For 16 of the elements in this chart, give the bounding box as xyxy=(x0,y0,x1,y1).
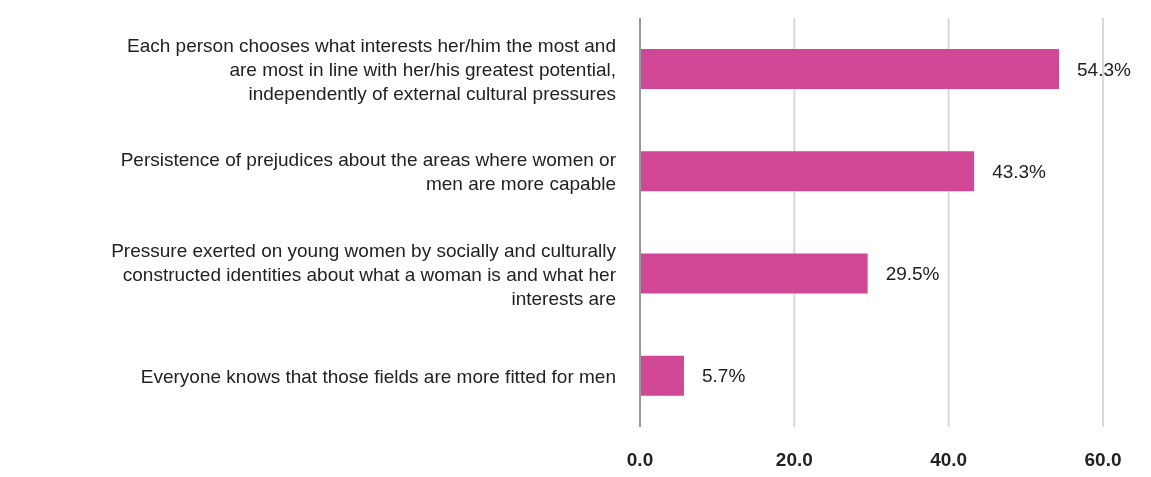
bar xyxy=(640,355,684,396)
x-tick-label: 0.0 xyxy=(626,449,654,471)
x-tick-label: 20.0 xyxy=(775,449,813,471)
bar xyxy=(640,151,975,192)
y-tick-label: Everyone knows that those fields are more fitted for men xyxy=(140,365,616,387)
y-tick-label: Each person chooses what interests her/him the most and are most in line with her/his greatest potential, independently of external cultural pressures xyxy=(127,34,616,104)
data-label: 54.3% xyxy=(1077,58,1131,80)
x-tick-label: 40.0 xyxy=(930,449,968,471)
data-label: 29.5% xyxy=(885,263,940,285)
y-tick-label: Pressure exerted on young women by socially and culturally constructed identities about what a woman is and what her interests are xyxy=(111,239,617,309)
data-label: 43.3% xyxy=(992,160,1047,182)
y-tick-label: Persistence of prejudices about the areas where women or men are more capable xyxy=(120,148,617,194)
bar xyxy=(640,49,1060,89)
bar xyxy=(640,253,868,294)
data-label: 5.7% xyxy=(701,365,746,387)
x-tick-label: 60.0 xyxy=(1084,449,1122,471)
